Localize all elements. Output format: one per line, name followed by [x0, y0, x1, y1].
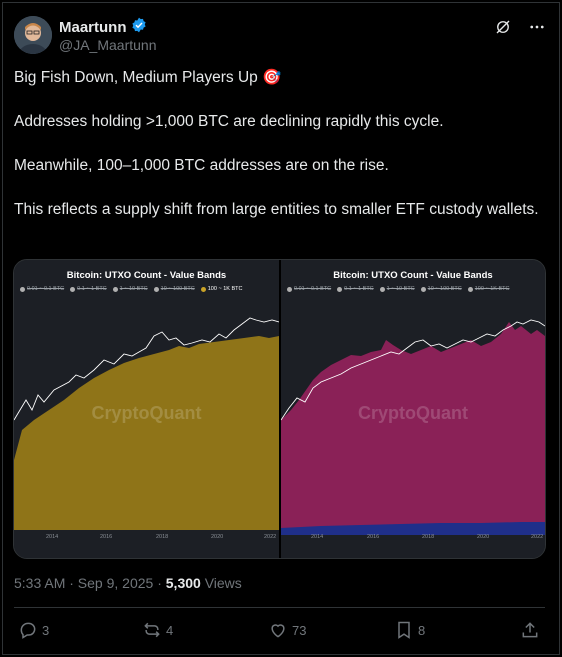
tweet-media[interactable]: Bitcoin: UTXO Count - Value Bands 0.01 ~…	[13, 259, 546, 559]
tweet-paragraph: This reflects a supply shift from large …	[14, 201, 539, 218]
author-handle[interactable]: @JA_Maartunn	[59, 37, 157, 53]
more-icon[interactable]	[528, 18, 546, 36]
btc-price-line	[281, 319, 545, 421]
chart-left-xaxis: 2014 2016 2018 2020 2022	[14, 534, 279, 544]
bookmark-icon	[398, 621, 410, 639]
chart-left-legend: 0.01 ~ 0.1 BTC 0.1 ~ 1 BTC 1 ~ 10 BTC 10…	[20, 286, 275, 292]
heart-icon	[271, 624, 285, 638]
legend-item[interactable]: 0.01 ~ 0.1 BTC	[27, 286, 65, 292]
avatar[interactable]	[14, 16, 52, 54]
x-tick: 2018	[156, 534, 169, 540]
repost-button[interactable]: 4	[142, 620, 173, 640]
series-area-1k-plus	[281, 322, 545, 528]
tweet-meta: 5:33 AM · Sep 9, 2025 · 5,300 Views	[14, 575, 242, 591]
legend-item[interactable]: 1 ~ 10 BTC	[119, 286, 148, 292]
share-icon	[522, 622, 538, 638]
x-tick: 2014	[311, 534, 324, 540]
reply-button[interactable]: 3	[18, 620, 49, 640]
series-area-base	[281, 522, 545, 535]
legend-item[interactable]: 0.1 ~ 1 BTC	[344, 286, 374, 292]
tweet-paragraph: Meanwhile, 100–1,000 BTC addresses are o…	[14, 157, 389, 174]
reply-icon	[20, 622, 36, 639]
chart-right-legend: 0.01 ~ 0.1 BTC 0.1 ~ 1 BTC 1 ~ 10 BTC 10…	[287, 286, 541, 292]
x-tick: 2022	[264, 534, 277, 540]
x-tick: 2016	[100, 534, 113, 540]
x-tick: 2022	[531, 534, 544, 540]
media-divider	[279, 260, 281, 558]
x-tick: 2014	[46, 534, 59, 540]
legend-item[interactable]: 100 ~ 1K BTC	[474, 286, 510, 292]
x-tick: 2020	[477, 534, 490, 540]
views-label: Views	[200, 575, 242, 591]
repost-count: 4	[166, 622, 174, 638]
x-tick: 2016	[367, 534, 380, 540]
x-tick: 2020	[211, 534, 224, 540]
chart-left-plot	[14, 317, 279, 530]
legend-item[interactable]: 0.01 ~ 0.1 BTC	[294, 286, 332, 292]
legend-item[interactable]: 10 ~ 100 BTC	[160, 286, 195, 292]
btc-price-line	[14, 317, 279, 421]
legend-item[interactable]: 1 ~ 10 BTC	[386, 286, 415, 292]
repost-icon	[144, 622, 160, 638]
tweet-text: Big Fish Down, Medium Players Up 🎯 Addre…	[14, 67, 544, 243]
bookmark-count: 8	[418, 622, 426, 638]
chart-left-title: Bitcoin: UTXO Count - Value Bands	[66, 270, 227, 281]
bookmark-button[interactable]: 8	[394, 620, 425, 640]
legend-item[interactable]: 100 ~ 1K BTC	[207, 286, 243, 292]
like-count: 73	[292, 622, 307, 638]
verified-badge-icon	[131, 17, 147, 37]
watermark: CryptoQuant	[358, 403, 468, 423]
author-name[interactable]: Maartunn	[59, 18, 127, 36]
timestamp[interactable]: 5:33 AM · Sep 9, 2025 ·	[14, 575, 166, 591]
legend-item[interactable]: 0.1 ~ 1 BTC	[77, 286, 107, 292]
like-button[interactable]: 73	[268, 620, 306, 640]
chart-right-xaxis: 2014 2016 2018 2020 2022	[281, 534, 545, 544]
chart-left[interactable]: Bitcoin: UTXO Count - Value Bands 0.01 ~…	[14, 260, 279, 558]
tweet-paragraph: Addresses holding >1,000 BTC are declini…	[14, 113, 444, 130]
tweet-header: Maartunn @JA_Maartunn	[14, 16, 546, 56]
chart-right[interactable]: Bitcoin: UTXO Count - Value Bands 0.01 ~…	[281, 260, 545, 558]
grok-icon[interactable]	[494, 18, 512, 36]
series-area-100-1k	[14, 336, 279, 530]
share-button[interactable]	[520, 620, 540, 640]
divider	[14, 607, 545, 608]
chart-right-title: Bitcoin: UTXO Count - Value Bands	[333, 270, 493, 281]
chart-right-plot	[281, 319, 545, 535]
watermark: CryptoQuant	[91, 403, 202, 423]
reply-count: 3	[42, 622, 50, 638]
tweet-paragraph: Big Fish Down, Medium Players Up 🎯	[14, 69, 282, 86]
action-bar: 3 4 73 8	[14, 620, 545, 644]
view-count: 5,300	[165, 575, 201, 591]
x-tick: 2018	[422, 534, 435, 540]
legend-item[interactable]: 10 ~ 100 BTC	[427, 286, 462, 292]
